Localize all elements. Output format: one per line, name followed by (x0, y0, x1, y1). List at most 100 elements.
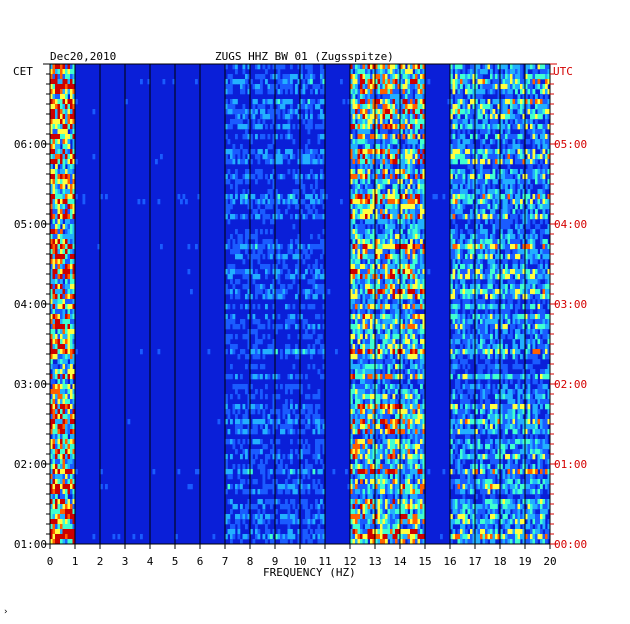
spectrogram-cell (457, 149, 461, 155)
spectrogram-cell (472, 169, 476, 175)
spectrogram-cell (72, 304, 76, 310)
spectrogram-cell (392, 99, 396, 105)
spectrogram-cell (265, 349, 268, 355)
spectrogram-cell (522, 274, 526, 280)
spectrogram-cell (535, 99, 538, 105)
spectrogram-cell (395, 204, 398, 210)
spectrogram-cell (397, 89, 401, 95)
spectrogram-cell (377, 329, 381, 335)
spectrogram-cell (317, 199, 321, 205)
spectrogram-cell (230, 319, 233, 325)
spectrogram-cell (377, 349, 381, 355)
spectrogram-cell (290, 154, 293, 160)
spectrogram-cell (55, 289, 58, 295)
spectrogram-cell (497, 99, 501, 105)
spectrogram-cell (482, 204, 486, 210)
spectrogram-cell (60, 304, 63, 310)
spectrogram-cell (285, 209, 288, 215)
spectrogram-cell (487, 254, 491, 260)
spectrogram-cell (487, 244, 491, 250)
spectrogram-cell (420, 199, 423, 205)
spectrogram-cell (260, 244, 263, 250)
spectrogram-cell (227, 274, 231, 280)
spectrogram-cell (250, 269, 253, 275)
spectrogram-cell (420, 284, 423, 290)
spectrogram-cell (297, 234, 301, 240)
spectrogram-cell (502, 89, 506, 95)
spectrogram-cell (400, 329, 403, 335)
spectrogram-cell (485, 314, 488, 320)
spectrogram-cell (475, 194, 478, 200)
spectrogram-cell (485, 119, 488, 125)
spectrogram-cell (257, 249, 261, 255)
spectrogram-cell (235, 69, 238, 75)
spectrogram-cell (507, 154, 511, 160)
spectrogram-cell (60, 199, 63, 205)
spectrogram-cell (242, 109, 246, 115)
spectrogram-cell (285, 124, 288, 130)
spectrogram-cell (52, 289, 56, 295)
spectrogram-cell (470, 124, 473, 130)
spectrogram-cell (525, 79, 528, 85)
spectrogram-cell (290, 64, 293, 70)
spectrogram-cell (545, 284, 548, 290)
spectrogram-cell (467, 319, 471, 325)
spectrogram-cell (235, 324, 238, 330)
spectrogram-cell (487, 174, 491, 180)
spectrogram-cell (380, 149, 383, 155)
spectrogram-cell (500, 319, 503, 325)
spectrogram-cell (467, 274, 471, 280)
spectrogram-cell (370, 304, 373, 310)
spectrogram-cell (305, 74, 308, 80)
spectrogram-cell (312, 294, 316, 300)
spectrogram-cell (485, 129, 488, 135)
spectrogram-cell (372, 214, 376, 220)
spectrogram-cell (317, 139, 321, 145)
spectrogram-cell (470, 89, 473, 95)
spectrogram-cell (245, 159, 248, 165)
spectrogram-cell (530, 244, 533, 250)
spectrogram-cell (482, 84, 486, 90)
spectrogram-cell (537, 139, 541, 145)
spectrogram-cell (262, 349, 266, 355)
spectrogram-cell (67, 229, 71, 235)
spectrogram-cell (500, 324, 503, 330)
spectrogram-cell (477, 104, 481, 110)
spectrogram-cell (245, 239, 248, 245)
spectrogram-cell (475, 114, 478, 120)
spectrogram-cell (370, 319, 373, 325)
spectrogram-cell (472, 269, 476, 275)
spectrogram-cell (512, 84, 516, 90)
spectrogram-cell (302, 274, 306, 280)
spectrogram-cell (530, 329, 533, 335)
spectrogram-cell (70, 249, 73, 255)
spectrogram-cell (365, 284, 368, 290)
spectrogram-cell (292, 304, 296, 310)
spectrogram-cell (50, 84, 53, 90)
spectrogram-cell (467, 264, 471, 270)
spectrogram-cell (297, 204, 301, 210)
spectrogram-cell (62, 199, 66, 205)
spectrogram-cell (360, 134, 363, 140)
spectrogram-cell (392, 204, 396, 210)
spectrogram-cell (362, 324, 366, 330)
spectrogram-cell (240, 199, 243, 205)
spectrogram-cell (532, 299, 536, 305)
spectrogram-cell (407, 284, 411, 290)
spectrogram-cell (387, 89, 391, 95)
spectrogram-cell (485, 284, 488, 290)
spectrogram-cell (417, 179, 421, 185)
spectrogram-cell (350, 259, 353, 265)
spectrogram-cell (522, 109, 526, 115)
spectrogram-cell (505, 184, 508, 190)
spectrogram-cell (242, 194, 246, 200)
spectrogram-cell (547, 279, 551, 285)
spectrogram-cell (382, 104, 386, 110)
spectrogram-cell (547, 209, 551, 215)
spectrogram-cell (517, 114, 521, 120)
spectrogram-cell (482, 254, 486, 260)
spectrogram-cell (352, 354, 356, 360)
spectrogram-cell (477, 304, 481, 310)
spectrogram-cell (72, 214, 76, 220)
spectrogram-cell (72, 264, 76, 270)
